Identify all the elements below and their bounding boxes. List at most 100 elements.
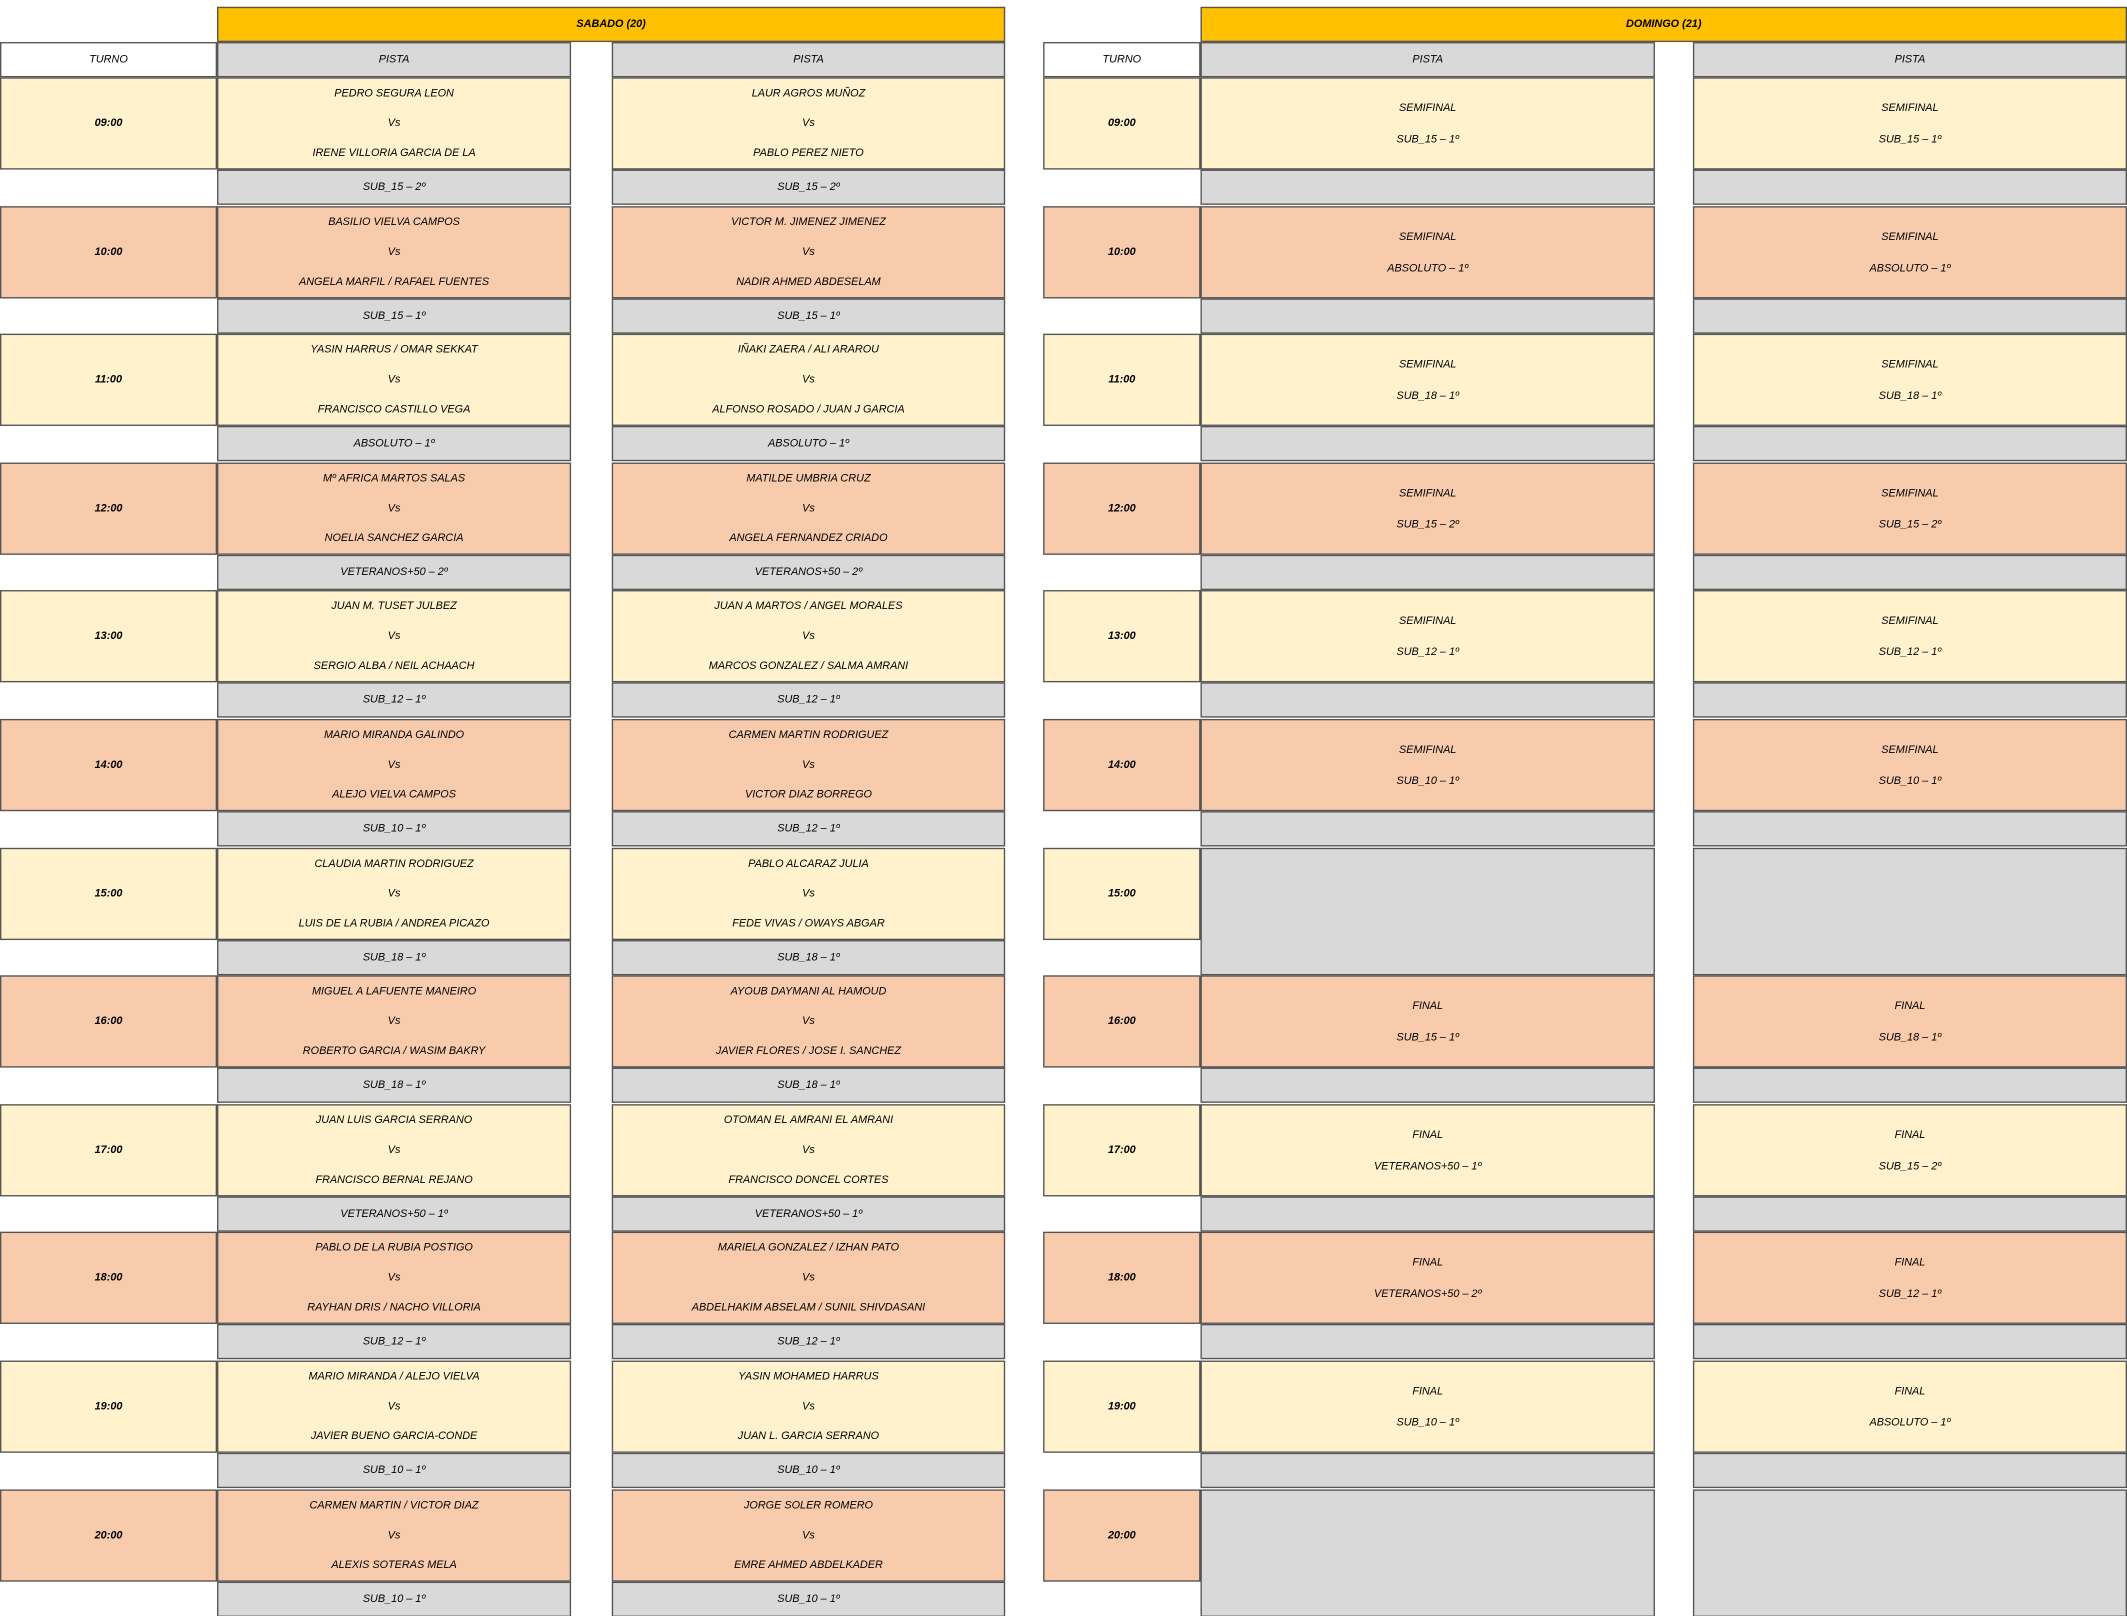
category-cell — [1692, 169, 2127, 205]
turno-label: TURNO — [89, 52, 128, 66]
match-line: Vs — [802, 886, 815, 899]
category-cell — [1692, 426, 2127, 462]
turno-label: TURNO — [1102, 52, 1142, 66]
time: 09:00 — [1107, 116, 1136, 129]
match-line: PABLO ALCARAZ JULIA — [748, 856, 869, 869]
match-cell: FINAL SUB_10 – 1º — [1200, 1360, 1655, 1453]
match-line: OTOMAN EL AMRANI EL AMRANI — [723, 1113, 894, 1126]
category-cell: ABSOLUTO – 1º — [217, 426, 572, 462]
match-line: Vs — [387, 1528, 401, 1541]
empty-slot — [1200, 847, 1655, 975]
time: 17:00 — [94, 1143, 123, 1156]
match-line: SUB_12 – 1º — [1878, 646, 1942, 659]
match-line: Vs — [802, 1271, 815, 1284]
pista-label: PISTA — [1894, 52, 1926, 66]
match-line: PEDRO SEGURA LEON — [334, 86, 454, 100]
match-cell: SEMIFINAL SUB_15 – 1º — [1692, 77, 2127, 170]
match-line: MARIO MIRANDA / ALEJO VIELVA — [308, 1370, 480, 1383]
time: 12:00 — [94, 501, 123, 514]
time-cell: 17:00 — [0, 1103, 218, 1197]
match-line: FEDE VIVAS / OWAYS ABGAR — [732, 916, 885, 929]
match-line: ROBERTO GARCIA / WASIM BAKRY — [302, 1044, 486, 1057]
match-line: Vs — [802, 244, 815, 258]
match-cell: FINAL ABSOLUTO – 1º — [1692, 1360, 2127, 1453]
category: SUB_18 – 1º — [777, 950, 840, 963]
match-line: JUAN L. GARCIA SERRANO — [737, 1429, 880, 1442]
category: VETERANOS+50 – 2º — [340, 565, 448, 578]
match-line: Vs — [802, 1399, 815, 1413]
time: 18:00 — [94, 1271, 123, 1284]
pista-header: PISTA — [611, 42, 1006, 78]
match-line: LUIS DE LA RUBIA / ANDREA PICAZO — [298, 916, 490, 929]
match-cell: MARIO MIRANDA / ALEJO VIELVA Vs JAVIER BUE… — [217, 1360, 572, 1453]
match-line: CARMEN MARTIN RODRIGUEZ — [728, 728, 889, 741]
time: 11:00 — [95, 373, 123, 386]
match-line: SEMIFINAL — [1399, 230, 1457, 243]
match-line: ABDELHAKIM ABSELAM / SUNIL SHIVDASANI — [691, 1301, 926, 1314]
category-cell: SUB_18 – 1º — [217, 939, 572, 975]
category: SUB_18 – 1º — [777, 1078, 840, 1091]
category: SUB_12 – 1º — [362, 693, 426, 706]
time: 12:00 — [1107, 501, 1136, 514]
match-cell: MATILDE UMBRIA CRUZ Vs ANGELA FERNANDEZ CR… — [611, 462, 1006, 555]
time: 17:00 — [1107, 1143, 1136, 1156]
match-cell: FINAL SUB_12 – 1º — [1692, 1232, 2127, 1325]
time-cell: 11:00 — [1043, 333, 1201, 427]
category-cell: SUB_10 – 1º — [217, 1581, 572, 1616]
category-cell: VETERANOS+50 – 1º — [217, 1196, 572, 1232]
time-cell: 10:00 — [1043, 205, 1201, 298]
match-line: CARMEN MARTIN / VICTOR DIAZ — [309, 1498, 479, 1511]
time-cell: 12:00 — [0, 462, 218, 555]
category-cell — [1692, 1452, 2127, 1489]
category-cell — [1200, 169, 1655, 205]
category-cell — [1200, 1067, 1655, 1104]
match-line: Vs — [802, 1014, 815, 1028]
match-line: SEMIFINAL — [1881, 101, 1939, 114]
category-cell — [1692, 811, 2127, 847]
match-line: SEMIFINAL — [1399, 101, 1457, 114]
match-cell: YASIN MOHAMED HARRUS Vs JUAN L. GARCIA SER… — [611, 1360, 1006, 1453]
match-line: ANGELA FERNANDEZ CRIADO — [729, 531, 888, 544]
match-cell: LAUR AGROS MUÑOZ Vs PABLO PEREZ NIETO — [611, 77, 1006, 170]
category-cell: SUB_10 – 1º — [217, 1452, 572, 1489]
time: 13:00 — [1107, 629, 1136, 643]
category: VETERANOS+50 – 1º — [754, 1207, 863, 1220]
match-line: JUAN M. TUSET JULBEZ — [331, 600, 457, 613]
category-cell — [1692, 1067, 2127, 1104]
match-line: BASILIO VIELVA CAMPOS — [328, 215, 460, 228]
match-line: MARIO MIRANDA GALINDO — [324, 728, 465, 741]
match-cell: FINAL SUB_18 – 1º — [1692, 975, 2127, 1068]
match-line: IRENE VILLORIA GARCIA DE LA — [312, 146, 476, 159]
category-cell — [1200, 1452, 1655, 1489]
time: 18:00 — [1107, 1271, 1136, 1284]
time: 09:00 — [94, 116, 123, 129]
time-cell: 16:00 — [0, 975, 218, 1068]
match-line: SUB_10 – 1º — [1878, 774, 1942, 787]
time-cell: 18:00 — [0, 1232, 218, 1325]
match-line: Vs — [802, 1528, 815, 1541]
match-line: Vs — [387, 1399, 401, 1413]
time: 16:00 — [94, 1014, 123, 1028]
category-cell — [1692, 682, 2127, 719]
category: SUB_10 – 1º — [777, 1591, 840, 1605]
match-cell: FINAL VETERANOS+50 – 2º — [1200, 1232, 1655, 1325]
category-cell: SUB_15 – 2º — [217, 169, 572, 205]
match-line: SEMIFINAL — [1881, 615, 1939, 628]
match-line: ABSOLUTO – 1º — [1869, 261, 1951, 274]
category-cell — [1200, 1196, 1655, 1232]
match-cell: SEMIFINAL ABSOLUTO – 1º — [1692, 205, 2127, 298]
match-line: VETERANOS+50 – 2º — [1374, 1287, 1482, 1301]
match-line: SUB_15 – 2º — [1396, 517, 1459, 531]
match-line: Vs — [387, 629, 401, 643]
match-line: SUB_15 – 1º — [1396, 132, 1459, 146]
time-cell: 09:00 — [0, 77, 218, 170]
match-line: ABSOLUTO – 1º — [1869, 1416, 1951, 1429]
time: 20:00 — [94, 1528, 123, 1541]
match-line: SUB_18 – 1º — [1878, 1031, 1942, 1044]
match-line: VICTOR M. JIMENEZ JIMENEZ — [731, 215, 886, 228]
match-cell: SEMIFINAL ABSOLUTO – 1º — [1200, 205, 1655, 298]
match-line: JAVIER FLORES / JOSE I. SANCHEZ — [715, 1044, 902, 1057]
category: ABSOLUTO – 1º — [353, 437, 435, 450]
category: SUB_10 – 1º — [362, 1463, 426, 1476]
match-line: ALEJO VIELVA CAMPOS — [332, 788, 456, 801]
